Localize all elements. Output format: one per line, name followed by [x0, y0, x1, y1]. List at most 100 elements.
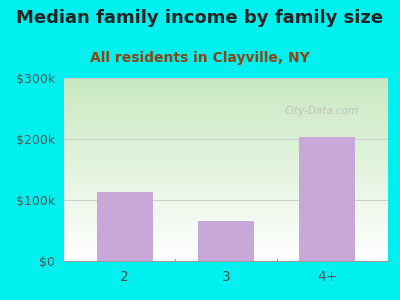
Bar: [64, 191, 388, 192]
Bar: [64, 195, 388, 196]
Bar: [64, 131, 388, 132]
Bar: [64, 173, 388, 174]
Bar: [64, 169, 388, 170]
Bar: [64, 259, 388, 260]
Bar: [64, 238, 388, 239]
Bar: [64, 156, 388, 157]
Bar: [64, 175, 388, 176]
Bar: [64, 78, 388, 79]
Bar: [64, 221, 388, 222]
Bar: [64, 115, 388, 116]
Bar: [64, 224, 388, 225]
Bar: [64, 108, 388, 109]
Bar: [64, 204, 388, 205]
Bar: [64, 150, 388, 151]
Bar: [64, 116, 388, 117]
Bar: [64, 210, 388, 211]
Bar: [64, 148, 388, 149]
Bar: [64, 213, 388, 214]
Bar: [64, 170, 388, 171]
Bar: [300, 137, 355, 261]
Bar: [64, 99, 388, 100]
Bar: [64, 223, 388, 224]
Bar: [64, 176, 388, 177]
Bar: [64, 202, 388, 203]
Bar: [64, 226, 388, 227]
Bar: [64, 229, 388, 230]
Bar: [64, 250, 388, 251]
Bar: [64, 207, 388, 208]
Bar: [64, 217, 388, 218]
Bar: [64, 91, 388, 92]
Bar: [64, 172, 388, 173]
Bar: [64, 81, 388, 82]
Bar: [64, 147, 388, 148]
Bar: [64, 126, 388, 127]
Bar: [64, 247, 388, 248]
Text: City-Data.com: City-Data.com: [284, 106, 358, 116]
Bar: [64, 206, 388, 207]
Bar: [64, 125, 388, 126]
Bar: [64, 216, 388, 217]
Bar: [64, 112, 388, 113]
Bar: [97, 192, 152, 261]
Bar: [64, 165, 388, 166]
Bar: [64, 157, 388, 158]
Bar: [64, 122, 388, 123]
Bar: [64, 113, 388, 114]
Bar: [64, 208, 388, 209]
Bar: [64, 218, 388, 219]
Bar: [64, 152, 388, 153]
Bar: [64, 241, 388, 242]
Bar: [64, 257, 388, 258]
Bar: [64, 145, 388, 146]
Bar: [64, 97, 388, 98]
Bar: [64, 231, 388, 232]
Bar: [64, 177, 388, 178]
Bar: [64, 235, 388, 236]
Bar: [64, 227, 388, 228]
Bar: [64, 124, 388, 125]
Bar: [64, 151, 388, 152]
Bar: [64, 100, 388, 101]
Bar: [64, 185, 388, 186]
Bar: [64, 85, 388, 86]
Bar: [64, 82, 388, 83]
Bar: [64, 119, 388, 120]
Bar: [64, 214, 388, 215]
Bar: [64, 196, 388, 197]
Bar: [64, 237, 388, 238]
Bar: [64, 142, 388, 143]
Bar: [64, 141, 388, 142]
Bar: [64, 153, 388, 154]
Bar: [64, 92, 388, 93]
Bar: [64, 93, 388, 94]
Bar: [64, 135, 388, 136]
Bar: [64, 225, 388, 226]
Bar: [64, 245, 388, 246]
Bar: [64, 174, 388, 175]
Bar: [64, 149, 388, 150]
Bar: [64, 155, 388, 156]
Bar: [64, 246, 388, 247]
Bar: [64, 240, 388, 241]
Bar: [64, 242, 388, 243]
Bar: [64, 168, 388, 169]
Bar: [64, 248, 388, 249]
Bar: [64, 258, 388, 259]
Bar: [64, 160, 388, 161]
Bar: [64, 80, 388, 81]
Bar: [64, 201, 388, 202]
Bar: [64, 197, 388, 198]
Bar: [64, 171, 388, 172]
Bar: [64, 178, 388, 180]
Bar: [64, 109, 388, 110]
Bar: [64, 161, 388, 162]
Bar: [64, 187, 388, 188]
Bar: [64, 133, 388, 134]
Bar: [64, 251, 388, 252]
Bar: [64, 230, 388, 231]
Bar: [64, 118, 388, 119]
Bar: [64, 146, 388, 147]
Bar: [198, 221, 254, 261]
